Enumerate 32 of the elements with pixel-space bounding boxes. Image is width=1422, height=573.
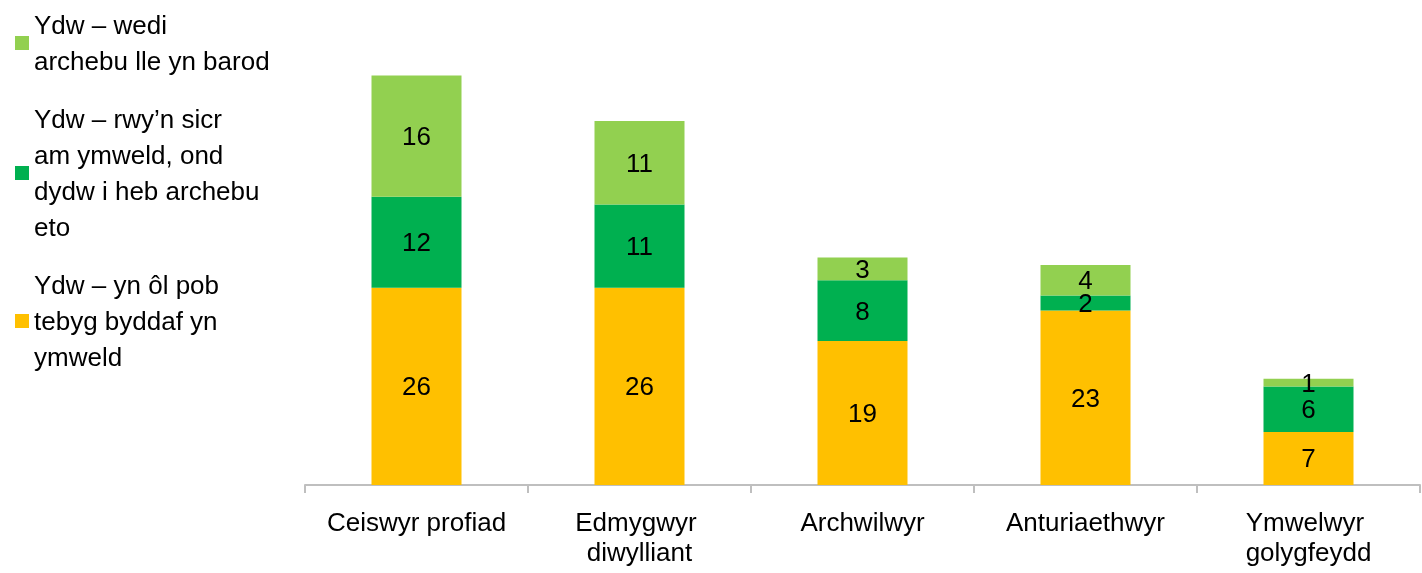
bar (817, 340, 908, 485)
bar (817, 257, 908, 281)
legend-label: Ydw – rwy’n sicr am ymweld, ond dydw i heb archebu eto (34, 104, 267, 242)
bar (817, 280, 908, 341)
data-label: 19 (848, 397, 877, 428)
bar (1040, 265, 1131, 296)
bar (1040, 310, 1131, 485)
bar (594, 121, 685, 205)
data-label: 11 (626, 147, 653, 178)
x-tick-label: Edmygwyr diwylliant (575, 507, 704, 567)
x-tick-label: Archwilwyr (800, 507, 925, 537)
data-label: 3 (855, 253, 870, 284)
bar (371, 196, 462, 288)
data-label: 26 (625, 371, 654, 402)
bar (371, 75, 462, 197)
bar (1263, 431, 1354, 485)
data-label: 26 (402, 371, 431, 402)
bar (371, 287, 462, 485)
data-label: 6 (1301, 394, 1316, 425)
bar (594, 287, 685, 485)
legend-label: Ydw – yn ôl pob tebyg byddaf yn ymweld (34, 270, 227, 372)
x-tick-label: Ceiswyr profiad (326, 507, 507, 537)
x-tick-label: Ymwelwyr golygfeydd (1245, 507, 1372, 567)
legend-label: Ydw – wedi archebu lle yn barod (34, 10, 270, 76)
bar (594, 204, 685, 288)
data-label: 11 (626, 231, 653, 262)
data-label: 16 (402, 121, 431, 152)
data-label: 7 (1301, 443, 1316, 474)
x-tick-label: Anturiaethwyr (1006, 507, 1166, 537)
data-label: 8 (855, 295, 870, 326)
data-label: 12 (402, 227, 431, 258)
data-label: 23 (1071, 382, 1100, 413)
